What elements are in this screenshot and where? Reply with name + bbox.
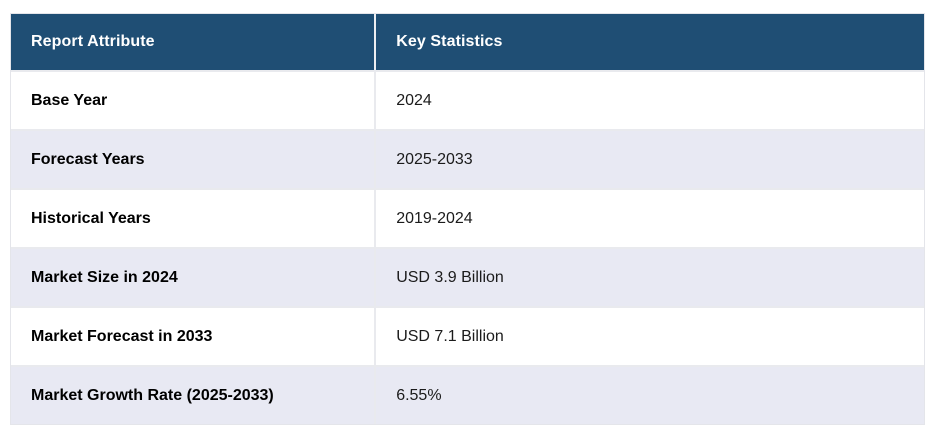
attribute-cell: Forecast Years bbox=[11, 131, 377, 188]
table-row-historical-years: Historical Years 2019-2024 bbox=[11, 188, 924, 247]
table-row-base-year: Base Year 2024 bbox=[11, 70, 924, 129]
attribute-cell: Market Growth Rate (2025-2033) bbox=[11, 367, 377, 424]
attribute-cell: Historical Years bbox=[11, 190, 377, 247]
column-header-report-attribute: Report Attribute bbox=[11, 14, 377, 70]
value-cell: 6.55% bbox=[396, 386, 442, 404]
value-cell: 2019-2024 bbox=[396, 209, 473, 227]
value-cell: USD 7.1 Billion bbox=[396, 327, 504, 345]
attribute-cell: Base Year bbox=[11, 72, 377, 129]
attribute-cell: Market Forecast in 2033 bbox=[11, 308, 377, 365]
value-cell: 2025-2033 bbox=[396, 150, 473, 168]
value-cell: USD 3.9 Billion bbox=[396, 268, 504, 286]
column-header-key-statistics: Key Statistics bbox=[396, 33, 503, 50]
value-cell: 2024 bbox=[396, 91, 432, 109]
attribute-cell: Market Size in 2024 bbox=[11, 249, 377, 306]
table-row-market-forecast-2033: Market Forecast in 2033 USD 7.1 Billion bbox=[11, 306, 924, 365]
table-row-market-size-2024: Market Size in 2024 USD 3.9 Billion bbox=[11, 247, 924, 306]
table-header-row: Report Attribute Key Statistics bbox=[11, 14, 924, 70]
table-row-forecast-years: Forecast Years 2025-2033 bbox=[11, 129, 924, 188]
table-row-market-growth-rate: Market Growth Rate (2025-2033) 6.55% bbox=[11, 365, 924, 424]
report-attributes-table: Report Attribute Key Statistics Base Yea… bbox=[10, 13, 925, 425]
